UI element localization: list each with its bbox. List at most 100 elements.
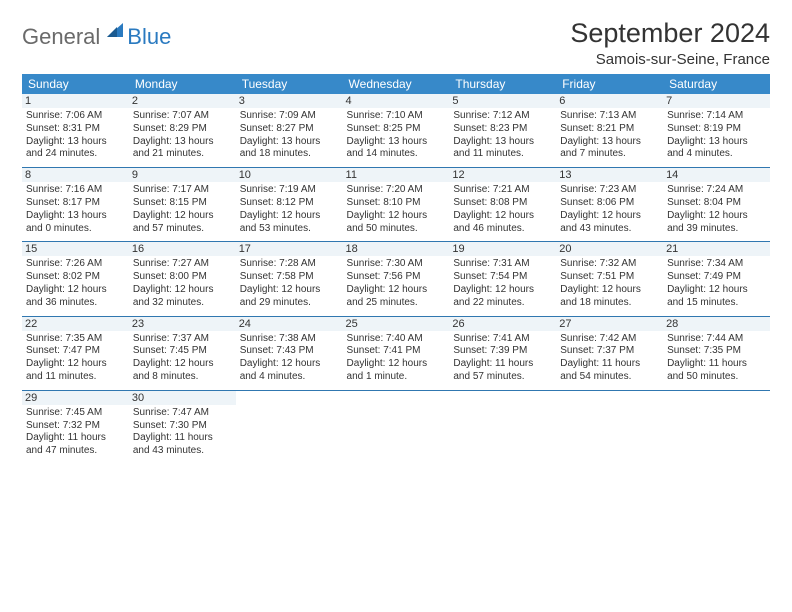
sunrise-line: Sunrise: 7:31 AM <box>453 258 552 271</box>
daylight-line-2: and 0 minutes. <box>26 223 125 236</box>
day-number: 2 <box>129 94 236 108</box>
daylight-line-2: and 46 minutes. <box>453 223 552 236</box>
weekday-header: Saturday <box>663 74 770 94</box>
daylight-line-2: and 50 minutes. <box>347 223 446 236</box>
sunset-line: Sunset: 7:45 PM <box>133 345 232 358</box>
sunset-line: Sunset: 7:58 PM <box>240 271 339 284</box>
weekday-header-row: Sunday Monday Tuesday Wednesday Thursday… <box>22 74 770 94</box>
day-number: 24 <box>236 317 343 331</box>
daylight-line-1: Daylight: 12 hours <box>347 284 446 297</box>
sunset-line: Sunset: 7:43 PM <box>240 345 339 358</box>
daylight-line-1: Daylight: 12 hours <box>453 284 552 297</box>
daylight-line-1: Daylight: 11 hours <box>26 432 125 445</box>
sunset-line: Sunset: 8:15 PM <box>133 197 232 210</box>
daylight-line-2: and 4 minutes. <box>667 148 766 161</box>
sunrise-line: Sunrise: 7:28 AM <box>240 258 339 271</box>
day-number: 1 <box>22 94 129 108</box>
daylight-line-2: and 39 minutes. <box>667 223 766 236</box>
day-cell: 12Sunrise: 7:21 AMSunset: 8:08 PMDayligh… <box>449 168 556 242</box>
daylight-line-1: Daylight: 12 hours <box>453 210 552 223</box>
daylight-line-1: Daylight: 13 hours <box>240 136 339 149</box>
calendar-table: Sunday Monday Tuesday Wednesday Thursday… <box>22 74 770 464</box>
sunrise-line: Sunrise: 7:07 AM <box>133 110 232 123</box>
daylight-line-1: Daylight: 13 hours <box>667 136 766 149</box>
daylight-line-1: Daylight: 13 hours <box>560 136 659 149</box>
daylight-line-1: Daylight: 13 hours <box>26 210 125 223</box>
day-cell: 19Sunrise: 7:31 AMSunset: 7:54 PMDayligh… <box>449 242 556 316</box>
day-cell: 8Sunrise: 7:16 AMSunset: 8:17 PMDaylight… <box>22 168 129 242</box>
daylight-line-2: and 11 minutes. <box>26 371 125 384</box>
daylight-line-1: Daylight: 12 hours <box>560 284 659 297</box>
daylight-line-1: Daylight: 12 hours <box>133 210 232 223</box>
day-number: 15 <box>22 242 129 256</box>
empty-cell <box>236 390 343 464</box>
sunset-line: Sunset: 8:10 PM <box>347 197 446 210</box>
sunrise-line: Sunrise: 7:21 AM <box>453 184 552 197</box>
sunrise-line: Sunrise: 7:38 AM <box>240 333 339 346</box>
day-number: 16 <box>129 242 236 256</box>
daylight-line-2: and 8 minutes. <box>133 371 232 384</box>
sunrise-line: Sunrise: 7:23 AM <box>560 184 659 197</box>
day-cell: 26Sunrise: 7:41 AMSunset: 7:39 PMDayligh… <box>449 316 556 390</box>
sunrise-line: Sunrise: 7:34 AM <box>667 258 766 271</box>
sunrise-line: Sunrise: 7:32 AM <box>560 258 659 271</box>
daylight-line-1: Daylight: 11 hours <box>667 358 766 371</box>
day-cell: 24Sunrise: 7:38 AMSunset: 7:43 PMDayligh… <box>236 316 343 390</box>
day-cell: 13Sunrise: 7:23 AMSunset: 8:06 PMDayligh… <box>556 168 663 242</box>
day-cell: 7Sunrise: 7:14 AMSunset: 8:19 PMDaylight… <box>663 94 770 168</box>
sunset-line: Sunset: 7:32 PM <box>26 420 125 433</box>
daylight-line-2: and 50 minutes. <box>667 371 766 384</box>
header: General Blue September 2024 Samois-sur-S… <box>22 18 770 68</box>
sunset-line: Sunset: 8:31 PM <box>26 123 125 136</box>
sunset-line: Sunset: 7:39 PM <box>453 345 552 358</box>
daylight-line-1: Daylight: 12 hours <box>347 210 446 223</box>
sunrise-line: Sunrise: 7:47 AM <box>133 407 232 420</box>
day-cell: 29Sunrise: 7:45 AMSunset: 7:32 PMDayligh… <box>22 390 129 464</box>
day-number: 12 <box>449 168 556 182</box>
daylight-line-2: and 32 minutes. <box>133 297 232 310</box>
day-number: 4 <box>343 94 450 108</box>
sunset-line: Sunset: 8:29 PM <box>133 123 232 136</box>
sunrise-line: Sunrise: 7:26 AM <box>26 258 125 271</box>
day-cell: 20Sunrise: 7:32 AMSunset: 7:51 PMDayligh… <box>556 242 663 316</box>
day-number: 6 <box>556 94 663 108</box>
month-title: September 2024 <box>570 18 770 49</box>
day-cell: 25Sunrise: 7:40 AMSunset: 7:41 PMDayligh… <box>343 316 450 390</box>
calendar-row: 1Sunrise: 7:06 AMSunset: 8:31 PMDaylight… <box>22 94 770 168</box>
sunset-line: Sunset: 8:04 PM <box>667 197 766 210</box>
day-number: 11 <box>343 168 450 182</box>
logo-text-general: General <box>22 24 100 50</box>
day-cell: 22Sunrise: 7:35 AMSunset: 7:47 PMDayligh… <box>22 316 129 390</box>
day-cell: 17Sunrise: 7:28 AMSunset: 7:58 PMDayligh… <box>236 242 343 316</box>
sunrise-line: Sunrise: 7:10 AM <box>347 110 446 123</box>
sunrise-line: Sunrise: 7:06 AM <box>26 110 125 123</box>
daylight-line-2: and 36 minutes. <box>26 297 125 310</box>
sunrise-line: Sunrise: 7:19 AM <box>240 184 339 197</box>
empty-cell <box>343 390 450 464</box>
sunrise-line: Sunrise: 7:35 AM <box>26 333 125 346</box>
sunset-line: Sunset: 8:27 PM <box>240 123 339 136</box>
daylight-line-2: and 29 minutes. <box>240 297 339 310</box>
day-cell: 6Sunrise: 7:13 AMSunset: 8:21 PMDaylight… <box>556 94 663 168</box>
daylight-line-1: Daylight: 11 hours <box>453 358 552 371</box>
calendar-row: 29Sunrise: 7:45 AMSunset: 7:32 PMDayligh… <box>22 390 770 464</box>
title-block: September 2024 Samois-sur-Seine, France <box>570 18 770 68</box>
daylight-line-1: Daylight: 13 hours <box>133 136 232 149</box>
daylight-line-2: and 22 minutes. <box>453 297 552 310</box>
sunrise-line: Sunrise: 7:16 AM <box>26 184 125 197</box>
daylight-line-1: Daylight: 11 hours <box>133 432 232 445</box>
day-cell: 16Sunrise: 7:27 AMSunset: 8:00 PMDayligh… <box>129 242 236 316</box>
day-number: 23 <box>129 317 236 331</box>
sunset-line: Sunset: 7:30 PM <box>133 420 232 433</box>
day-cell: 5Sunrise: 7:12 AMSunset: 8:23 PMDaylight… <box>449 94 556 168</box>
day-cell: 14Sunrise: 7:24 AMSunset: 8:04 PMDayligh… <box>663 168 770 242</box>
day-number: 20 <box>556 242 663 256</box>
sunrise-line: Sunrise: 7:42 AM <box>560 333 659 346</box>
daylight-line-1: Daylight: 13 hours <box>26 136 125 149</box>
sunset-line: Sunset: 8:00 PM <box>133 271 232 284</box>
sunrise-line: Sunrise: 7:37 AM <box>133 333 232 346</box>
sunrise-line: Sunrise: 7:40 AM <box>347 333 446 346</box>
day-cell: 28Sunrise: 7:44 AMSunset: 7:35 PMDayligh… <box>663 316 770 390</box>
weekday-header: Tuesday <box>236 74 343 94</box>
day-cell: 21Sunrise: 7:34 AMSunset: 7:49 PMDayligh… <box>663 242 770 316</box>
